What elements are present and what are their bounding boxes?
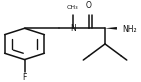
Text: N: N — [70, 24, 76, 33]
Text: O: O — [86, 1, 92, 10]
Polygon shape — [105, 27, 117, 30]
Text: NH₂: NH₂ — [123, 25, 137, 34]
Text: F: F — [22, 73, 27, 82]
Text: CH₃: CH₃ — [67, 5, 79, 10]
